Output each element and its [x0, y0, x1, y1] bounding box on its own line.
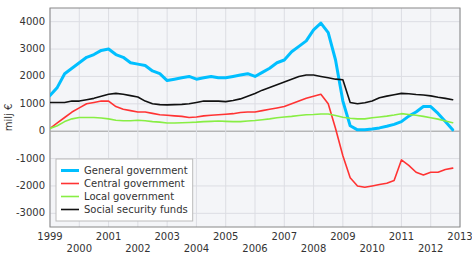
- x-grid-line: [255, 8, 256, 227]
- series-line: [50, 114, 453, 129]
- plot-frame: [50, 8, 460, 227]
- y-tick-label: 1000: [20, 98, 45, 109]
- x-tick-label: 2005: [213, 231, 238, 242]
- y-tick-label: -1000: [16, 153, 45, 164]
- x-tick-label: 2006: [242, 243, 267, 254]
- legend-label: Social security funds: [84, 204, 188, 215]
- x-tick-label: 2010: [359, 243, 384, 254]
- series-line: [50, 75, 453, 105]
- x-tick-label: 1999: [37, 231, 62, 242]
- y-tick-label: 0: [39, 125, 45, 136]
- x-tick-label: 2011: [389, 231, 414, 242]
- x-tick-label: 2008: [301, 243, 326, 254]
- x-tick-label: 2002: [125, 243, 150, 254]
- plot-background: [50, 8, 460, 227]
- y-axis-label: milj €: [3, 104, 14, 132]
- axes: -3000 -2000 -1000 0 1000 2000 3000 4000 1999 2000…: [16, 16, 472, 254]
- legend-swatch: [61, 209, 79, 211]
- x-tick-label: 2009: [330, 231, 355, 242]
- y-tick-label: 4000: [20, 16, 45, 27]
- legend-label: Local government: [84, 191, 174, 202]
- series-line: [50, 94, 453, 187]
- y-tick-label: -3000: [16, 207, 45, 218]
- chart: -3000 -2000 -1000 0 1000 2000 3000 4000 1999 2000…: [0, 0, 472, 263]
- x-tick-label: 2003: [154, 231, 179, 242]
- legend-box: [56, 159, 193, 221]
- series-line: [50, 23, 453, 130]
- legend-swatch: [61, 183, 79, 185]
- x-tick-label: 2000: [67, 243, 92, 254]
- legend-swatch: [61, 196, 79, 198]
- x-tick-label: 2013: [447, 231, 472, 242]
- y-tick-label: 2000: [20, 70, 45, 81]
- legend-label: General government: [84, 165, 188, 176]
- x-tick-label: 2007: [272, 231, 297, 242]
- x-grid-line: [313, 8, 314, 227]
- x-tick-label: 2001: [96, 231, 121, 242]
- x-grid-line: [225, 8, 226, 227]
- grid: [50, 8, 460, 227]
- legend-label: Central government: [84, 178, 185, 189]
- x-tick-label: 2004: [184, 243, 209, 254]
- legend: General government Central government Loca…: [56, 159, 193, 221]
- legend-swatch: [61, 169, 79, 172]
- y-tick-label: 3000: [20, 43, 45, 54]
- y-tick-label: -2000: [16, 180, 45, 191]
- x-grid-line: [401, 8, 402, 227]
- x-tick-label: 2012: [418, 243, 443, 254]
